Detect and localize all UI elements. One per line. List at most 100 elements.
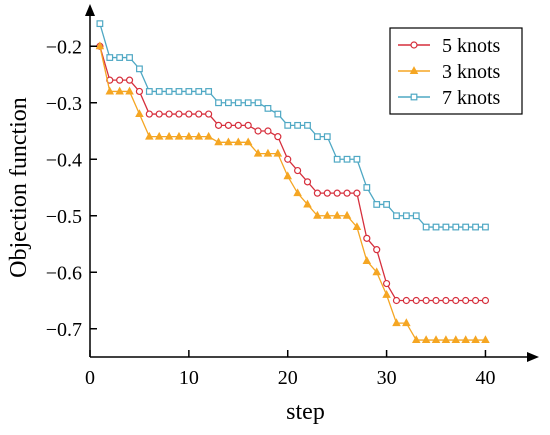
data-point: [264, 127, 272, 135]
data-point: [194, 131, 204, 140]
data-point: [471, 296, 480, 305]
data-point: [323, 189, 331, 197]
data-point: [333, 189, 341, 197]
data-point: [421, 335, 431, 344]
data-point: [215, 99, 222, 107]
data-point: [313, 133, 321, 141]
data-point: [452, 223, 460, 231]
data-point: [273, 148, 283, 157]
data-point: [432, 223, 440, 231]
data-point: [116, 76, 124, 84]
data-point: [155, 110, 163, 118]
data-point: [353, 155, 361, 163]
data-point: [135, 87, 144, 96]
data-point: [342, 210, 352, 219]
data-point: [412, 212, 420, 220]
data-point: [482, 223, 489, 231]
data-point: [205, 88, 213, 95]
data-point: [362, 256, 372, 264]
data-point: [145, 88, 153, 95]
data-point: [234, 121, 242, 129]
data-point: [135, 109, 144, 118]
data-point: [125, 76, 134, 84]
data-point: [274, 110, 282, 118]
data-point: [244, 99, 252, 107]
data-point: [116, 54, 124, 61]
data-point: [234, 137, 243, 146]
data-point: [313, 210, 322, 219]
data-point: [195, 110, 203, 118]
data-point: [243, 137, 253, 146]
series-7-knots: [96, 20, 489, 231]
data-point: [343, 189, 351, 197]
data-point: [283, 171, 293, 180]
data-point: [95, 41, 105, 50]
legend-label: 7 knots: [442, 87, 501, 109]
y-tick-label: −0.4: [46, 149, 82, 171]
x-axis-arrow: [527, 352, 539, 362]
data-point: [462, 296, 470, 305]
data-point: [244, 121, 252, 129]
data-point: [214, 137, 223, 146]
x-tick-label: 40: [475, 367, 495, 389]
data-point: [402, 296, 410, 305]
data-point: [481, 296, 490, 305]
y-tick-label: −0.7: [46, 319, 82, 341]
y-tick-label: −0.5: [46, 206, 82, 228]
data-point: [313, 189, 321, 197]
data-point: [441, 335, 451, 344]
legend-marker: [410, 93, 418, 101]
data-point: [323, 133, 331, 141]
data-point: [126, 54, 133, 61]
data-point: [363, 234, 371, 242]
data-point: [294, 121, 302, 129]
data-point: [96, 20, 104, 28]
data-point: [393, 212, 400, 220]
data-point: [225, 99, 232, 107]
data-point: [432, 296, 440, 305]
data-point: [411, 335, 421, 344]
data-point: [303, 199, 312, 208]
series-line: [99, 46, 486, 341]
data-point: [363, 184, 371, 191]
data-point: [175, 88, 183, 95]
data-point: [125, 86, 134, 95]
data-point: [294, 166, 302, 175]
x-axis-label: step: [286, 399, 325, 425]
data-point: [274, 133, 282, 141]
data-point: [382, 290, 391, 298]
data-point: [184, 131, 194, 140]
data-point: [472, 223, 479, 231]
data-point: [145, 131, 154, 140]
data-point: [185, 88, 193, 95]
data-point: [462, 223, 470, 231]
data-point: [205, 110, 213, 118]
x-tick-label: 20: [278, 367, 298, 389]
data-point: [422, 296, 430, 305]
data-point: [343, 155, 351, 163]
data-point: [185, 110, 193, 118]
data-point: [234, 99, 242, 107]
legend-label: 3 knots: [442, 61, 501, 83]
y-axis-label: Objection function: [6, 97, 32, 278]
data-point: [452, 296, 460, 305]
data-point: [373, 201, 381, 208]
data-point: [264, 104, 272, 112]
data-point: [442, 223, 450, 231]
data-point: [175, 110, 183, 118]
data-point: [332, 210, 342, 219]
data-point: [263, 148, 273, 157]
data-point: [105, 86, 115, 95]
data-point: [293, 188, 302, 197]
data-point: [284, 121, 292, 129]
data-point: [224, 121, 233, 129]
data-point: [322, 210, 332, 219]
data-point: [164, 131, 174, 140]
data-point: [481, 335, 490, 344]
data-point: [204, 131, 213, 140]
data-point: [214, 121, 223, 129]
legend: 5 knots 3 knots 7 knots: [389, 27, 523, 115]
data-point: [402, 318, 411, 327]
data-point: [254, 127, 262, 135]
